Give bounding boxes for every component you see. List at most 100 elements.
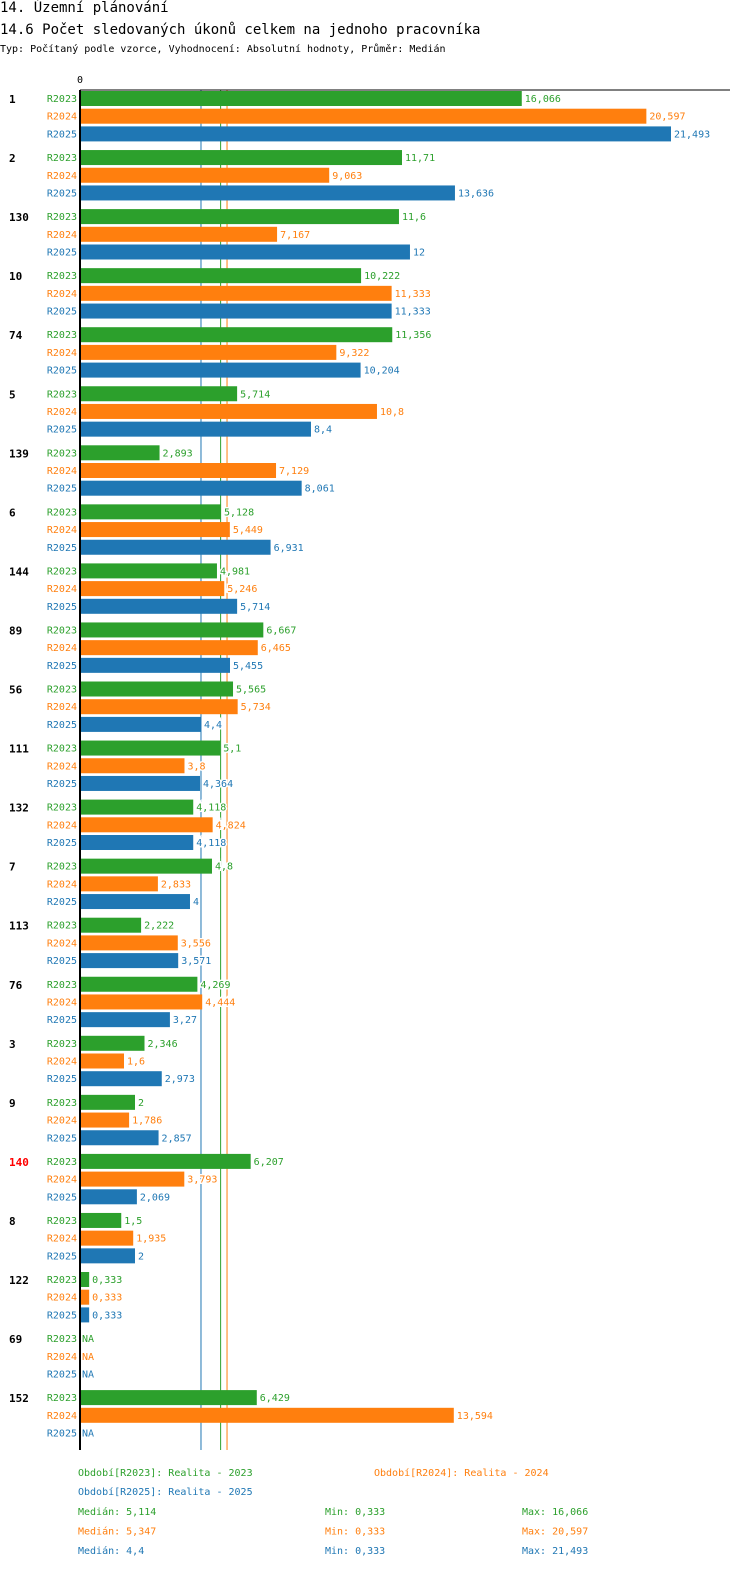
group-label: 2 (9, 152, 16, 165)
bar (80, 91, 522, 106)
series-label: R2025 (47, 484, 77, 495)
bar (80, 1407, 454, 1423)
bar (80, 563, 217, 579)
bar (80, 1230, 134, 1246)
series-label: R2025 (47, 1369, 77, 1380)
bar-value-label: 3,793 (187, 1175, 217, 1186)
bar-value-label: 9,063 (332, 171, 362, 182)
bar-value-label: 1,935 (136, 1234, 166, 1245)
bar (80, 858, 212, 874)
bar-value-label: 5,246 (227, 584, 257, 595)
bar (80, 1035, 145, 1051)
bar-value-label: 12 (413, 248, 425, 259)
x-axis-zero-label: 0 (77, 75, 83, 86)
bar-value-label: 3,571 (181, 956, 211, 967)
bar-value-label: 13,594 (457, 1411, 493, 1422)
series-label: R2023 (47, 153, 77, 164)
bar (80, 167, 330, 183)
bar (80, 386, 238, 402)
series-label: R2025 (47, 425, 77, 436)
bar (80, 1112, 130, 1128)
bar-value-label: 8,4 (314, 425, 332, 436)
bar-value-label: 4,269 (200, 980, 230, 991)
group-label: 3 (9, 1038, 16, 1051)
group-label: 69 (9, 1333, 22, 1346)
series-label: R2023 (47, 507, 77, 518)
series-label: R2024 (47, 584, 77, 595)
group-label: 111 (9, 743, 29, 756)
bar-value-label: 20,597 (649, 112, 685, 123)
bar (80, 480, 302, 496)
bar-value-label: 11,6 (402, 212, 426, 223)
bar (80, 1248, 135, 1264)
bar-value-label: 2 (138, 1098, 144, 1109)
bar-value-label: 10,8 (380, 407, 404, 418)
group-label: 5 (9, 388, 16, 401)
series-label: R2023 (47, 212, 77, 223)
bar (80, 522, 230, 538)
bar-value-label: 5,449 (233, 525, 263, 536)
series-label: R2023 (47, 1275, 77, 1286)
bar-value-label: 1,786 (132, 1116, 162, 1127)
series-label: R2025 (47, 1310, 77, 1321)
bar-value-label: 11,71 (405, 153, 435, 164)
legend-min: Min: 0,333 (325, 1507, 385, 1518)
bar-value-label: 6,465 (261, 643, 291, 654)
bar (80, 622, 264, 638)
series-label: R2025 (47, 1429, 77, 1440)
series-label: R2023 (47, 1216, 77, 1227)
series-label: R2024 (47, 466, 77, 477)
series-label: R2024 (47, 171, 77, 182)
bar (80, 1390, 257, 1406)
bar (80, 209, 399, 225)
bar-value-label: 6,931 (274, 543, 304, 554)
group-label: 1 (9, 93, 16, 106)
bar-value-label: 1,6 (127, 1057, 145, 1068)
series-label: R2025 (47, 602, 77, 613)
series-label: R2024 (47, 230, 77, 241)
legend-median: Medián: 5,347 (78, 1526, 156, 1538)
group-label: 132 (9, 802, 29, 815)
bar-value-label: 13,636 (458, 188, 494, 199)
bar-value-label: 3,556 (181, 938, 211, 949)
bar (80, 421, 311, 437)
series-label: R2023 (47, 1098, 77, 1109)
legend-max: Max: 21,493 (522, 1546, 588, 1557)
bar-value-label: 2,973 (165, 1074, 195, 1085)
series-label: R2025 (47, 838, 77, 849)
bar (80, 775, 200, 791)
bar (80, 953, 179, 969)
series-label: R2025 (47, 188, 77, 199)
bar-value-label: NA (82, 1369, 94, 1380)
series-label: R2025 (47, 1074, 77, 1085)
bar-value-label: 4,364 (203, 779, 233, 790)
bar-value-label: 5,565 (236, 685, 266, 696)
series-label: R2024 (47, 112, 77, 123)
bar-value-label: 2,857 (162, 1133, 192, 1144)
series-label: R2025 (47, 661, 77, 672)
bar (80, 581, 225, 597)
series-label: R2023 (47, 448, 77, 459)
series-label: R2023 (47, 271, 77, 282)
series-label: R2024 (47, 1293, 77, 1304)
bar (80, 1094, 135, 1110)
bar-value-label: NA (82, 1352, 94, 1363)
group-label: 89 (9, 624, 22, 637)
bar-value-label: 9,322 (339, 348, 369, 359)
series-label: R2025 (47, 307, 77, 318)
bar-value-label: 5,128 (224, 507, 254, 518)
bar (80, 185, 455, 201)
chart-title: 14.6 Počet sledovaných úkonů celkem na j… (0, 22, 481, 38)
bar (80, 699, 238, 715)
bar-value-label: 6,667 (266, 625, 296, 636)
series-label: R2023 (47, 389, 77, 400)
bar (80, 226, 278, 242)
bar-value-label: 6,207 (254, 1157, 284, 1168)
group-label: 7 (9, 861, 16, 874)
series-label: R2025 (47, 779, 77, 790)
group-label: 113 (9, 920, 29, 933)
series-label: R2024 (47, 879, 77, 890)
group-label: 8 (9, 1215, 16, 1228)
bar-value-label: 5,714 (240, 389, 270, 400)
